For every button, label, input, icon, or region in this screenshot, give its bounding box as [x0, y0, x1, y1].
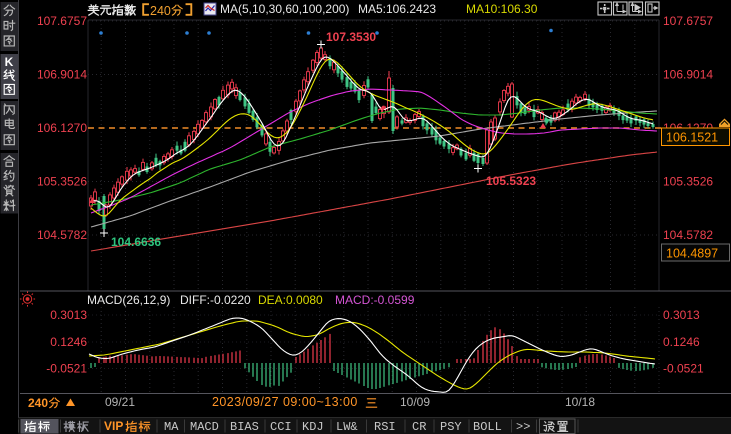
svg-text:K: K	[5, 55, 14, 69]
svg-text:104.6636: 104.6636	[111, 235, 161, 249]
svg-text:107.6757: 107.6757	[663, 14, 713, 28]
svg-text:240: 240	[28, 396, 48, 410]
svg-text:106.9014: 106.9014	[663, 68, 713, 82]
svg-text:BIAS: BIAS	[230, 420, 259, 434]
svg-text:106.9014: 106.9014	[37, 68, 87, 82]
svg-text:-0.0521: -0.0521	[46, 362, 87, 376]
svg-text:09/21: 09/21	[105, 395, 135, 409]
svg-text:105.3526: 105.3526	[37, 175, 87, 189]
svg-text:CCI: CCI	[270, 420, 292, 434]
svg-text:MA5:106.2423: MA5:106.2423	[358, 2, 436, 16]
svg-text:10/18: 10/18	[565, 395, 595, 409]
svg-text:10/09: 10/09	[400, 395, 430, 409]
svg-text:0.1246: 0.1246	[50, 335, 87, 349]
svg-text:LW&: LW&	[336, 420, 358, 434]
svg-text:DEA:0.0080: DEA:0.0080	[258, 293, 323, 307]
svg-text:105.5323: 105.5323	[486, 174, 536, 188]
svg-text:MACD:-0.0599: MACD:-0.0599	[335, 293, 415, 307]
svg-text:106.1521: 106.1521	[666, 131, 718, 145]
svg-text:2023/09/27 09:00~13:00: 2023/09/27 09:00~13:00	[212, 395, 358, 409]
svg-text:PSY: PSY	[440, 420, 462, 434]
svg-text:104.4897: 104.4897	[666, 247, 718, 261]
svg-text:105.3526: 105.3526	[663, 175, 713, 189]
svg-text:RSI: RSI	[374, 420, 396, 434]
svg-text:0.3013: 0.3013	[50, 308, 87, 322]
svg-text:MA10:106.30: MA10:106.30	[466, 2, 538, 16]
svg-text:107.6757: 107.6757	[37, 14, 87, 28]
svg-text:106.1270: 106.1270	[37, 121, 87, 135]
svg-text:KDJ: KDJ	[302, 420, 324, 434]
svg-text:107.3530: 107.3530	[326, 30, 376, 44]
svg-text:MA: MA	[164, 420, 179, 434]
svg-text:0.3013: 0.3013	[663, 308, 700, 322]
svg-text:BOLL: BOLL	[473, 420, 502, 434]
svg-text:MA(5,10,30,60,100,200): MA(5,10,30,60,100,200)	[220, 2, 349, 16]
svg-text:MACD: MACD	[190, 420, 219, 434]
svg-text:>>: >>	[516, 420, 530, 434]
svg-text:240: 240	[150, 4, 171, 18]
svg-text:DIFF:-0.0220: DIFF:-0.0220	[180, 293, 251, 307]
svg-text:0.1246: 0.1246	[663, 335, 700, 349]
svg-text:CR: CR	[412, 420, 426, 434]
svg-text:-0.0521: -0.0521	[663, 362, 704, 376]
svg-text:104.5782: 104.5782	[37, 228, 87, 242]
svg-text:MACD(26,12,9): MACD(26,12,9)	[87, 293, 170, 307]
svg-text:104.5782: 104.5782	[663, 228, 713, 242]
svg-text:VIP: VIP	[104, 419, 123, 433]
